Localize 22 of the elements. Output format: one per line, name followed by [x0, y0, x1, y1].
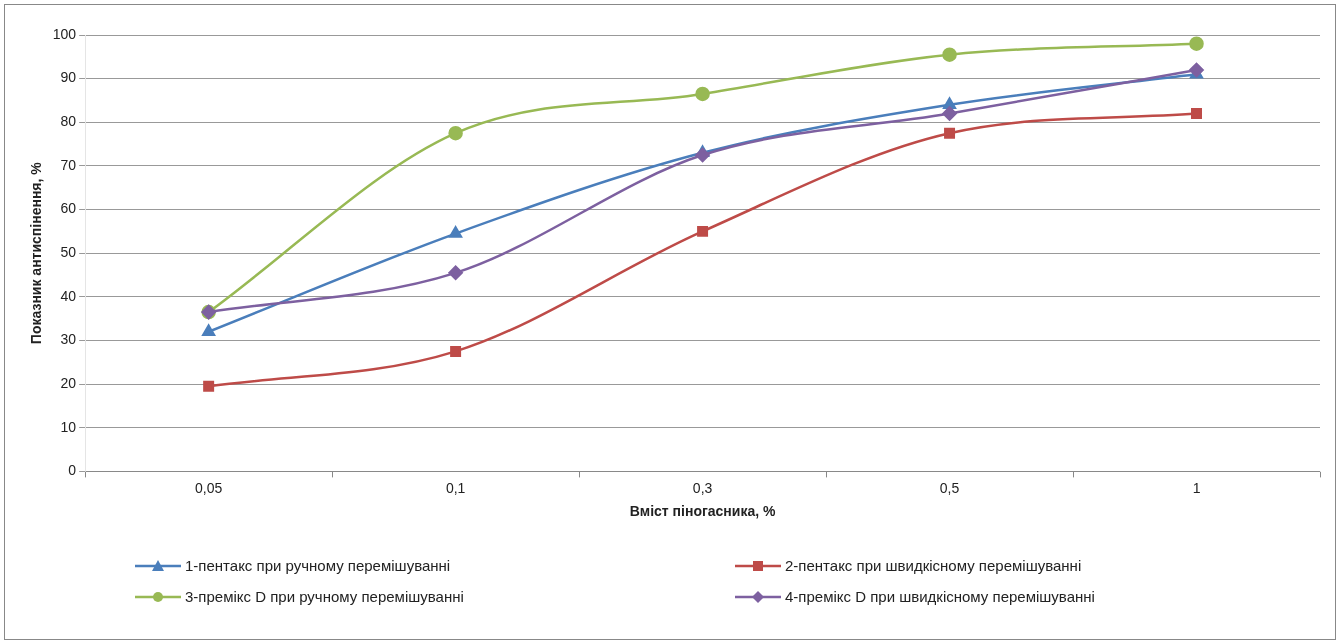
y-tick-label: 30 [60, 331, 77, 348]
x-tick-label: 0,1 [445, 479, 466, 496]
legend-label: 2-пентакс при швидкісному перемішуванні [785, 557, 1082, 574]
y-axis-title: Показник антиспінення, % [28, 161, 45, 345]
legend-label: 1-пентакс при ручному перемішуванні [185, 557, 451, 574]
x-tick-label: 0,05 [195, 479, 223, 496]
y-tick-label: 50 [60, 244, 77, 261]
y-tick-label: 90 [60, 69, 77, 86]
y-tick-label: 20 [60, 374, 77, 391]
legend-label: 4-премікс D при швидкісному перемішуванні [785, 588, 1095, 605]
legend-label: 3-премікс D при ручному перемішуванні [185, 588, 464, 605]
y-tick-label: 70 [60, 156, 77, 173]
y-tick-label: 0 [68, 462, 77, 479]
x-axis-title: Вміст піногасника, % [629, 503, 776, 520]
x-tick-label: 0,5 [939, 479, 960, 496]
y-tick-label: 40 [60, 287, 77, 304]
y-tick-label: 10 [60, 418, 77, 435]
y-tick-label: 100 [52, 25, 77, 42]
x-tick-label: 1 [1192, 479, 1201, 496]
y-tick-label: 80 [60, 113, 77, 130]
x-tick-label: 0,3 [692, 479, 713, 496]
y-tick-label: 60 [60, 200, 77, 217]
